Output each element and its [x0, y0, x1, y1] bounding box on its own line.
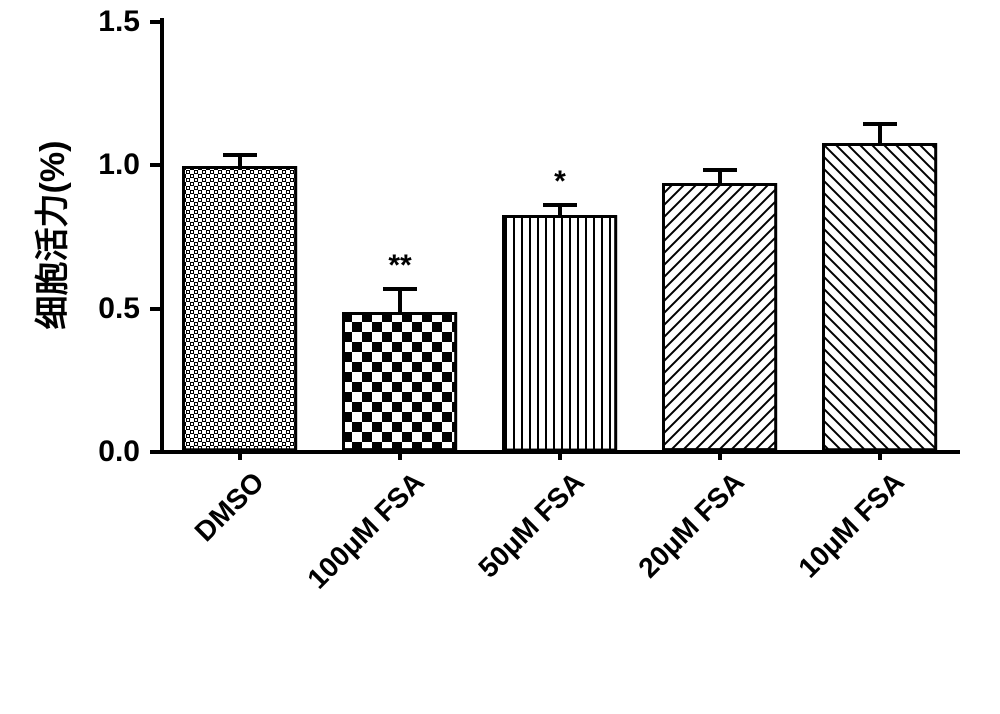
significance-label: *: [520, 165, 600, 199]
chart-container: 细胞活力(%) 0.00.51.01.5DMSO**100μM FSA*50μM…: [0, 0, 1000, 714]
significance-label: **: [360, 249, 440, 283]
x-tick: [238, 450, 242, 460]
x-tick: [398, 450, 402, 460]
bar: [342, 312, 457, 450]
y-tick-label: 1.5: [80, 5, 140, 39]
y-tick: [150, 307, 160, 311]
y-tick-label: 1.0: [80, 148, 140, 182]
y-tick: [150, 20, 160, 24]
bar: [182, 166, 297, 450]
y-tick: [150, 450, 160, 454]
y-axis: [160, 18, 164, 452]
y-tick-label: 0.5: [80, 292, 140, 326]
bar: [822, 143, 937, 450]
y-tick: [150, 163, 160, 167]
error-bar: [703, 168, 737, 184]
y-axis-title: 细胞活力(%): [25, 20, 65, 450]
x-tick: [878, 450, 882, 460]
y-tick-label: 0.0: [80, 435, 140, 469]
error-bar: [223, 153, 257, 166]
x-tick: [718, 450, 722, 460]
error-bar: [543, 203, 577, 214]
bar: [502, 215, 617, 450]
error-bar: [863, 122, 897, 144]
x-tick: [558, 450, 562, 460]
bar: [662, 183, 777, 450]
error-bar: [383, 287, 417, 313]
